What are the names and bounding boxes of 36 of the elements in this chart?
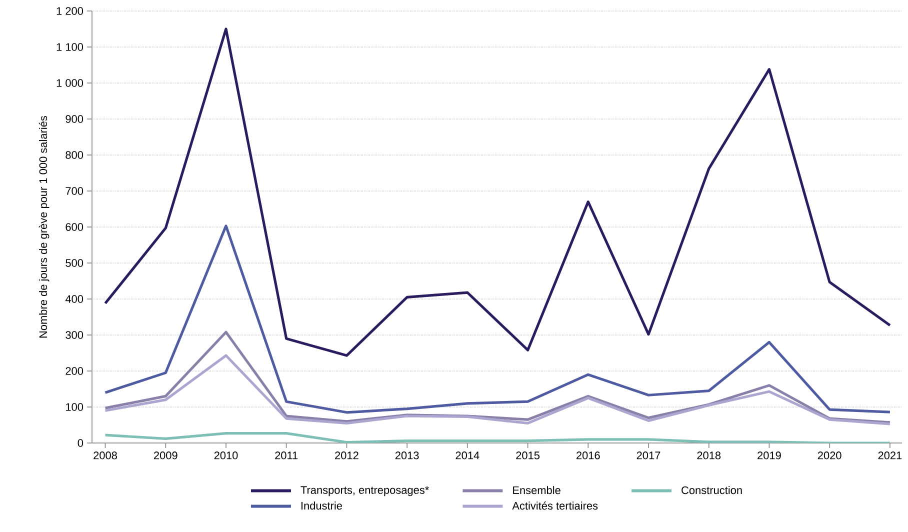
x-tick-label: 2011 [275,452,298,460]
line-series [104,224,892,414]
x-tick-label: 2017 [636,452,660,460]
x-tick-label: 2012 [335,452,358,460]
x-tick-label: 2021 [878,452,902,460]
legend-label: Ensemble [513,486,560,494]
x-tick-label: 2009 [154,452,178,460]
y-axis-title: Nombre de jours de grève pour 1 000 salariés [38,116,50,338]
y-tick-label: 400 [65,295,84,303]
y-tick-label: 500 [66,259,84,267]
y-tick-label: 700 [66,187,84,195]
legend-label: Industrie [301,502,342,510]
x-tick-label: 2008 [94,452,117,460]
y-tick-label: 300 [66,331,84,339]
line-series [104,354,892,426]
x-tick-label: 2018 [697,452,721,460]
legend-label: Activités tertiaires [512,501,598,510]
y-tick-label: 900 [66,115,84,123]
y-tick-label: 1 100 [56,43,84,51]
x-tick-label: 2014 [456,452,480,460]
x-tick-label: 2010 [214,452,238,460]
x-tick-label: 2019 [758,452,781,460]
y-tick-label: 0 [78,439,84,447]
y-tick-label: 200 [66,367,84,375]
legend-label: Construction [682,486,742,494]
y-tick-label: 1 000 [56,79,84,87]
legend-label: Transports, entreposages* [300,486,429,496]
y-tick-label: 800 [66,151,84,159]
y-tick-label: 100 [66,403,84,411]
x-tick-label: 2013 [395,452,419,460]
x-tick-label: 2015 [516,452,540,460]
x-tick-label: 2016 [576,452,600,460]
y-tick-label: 1 200 [56,7,84,15]
line-series [104,28,892,357]
x-tick-label: 2020 [818,452,842,460]
y-tick-label: 600 [66,223,84,231]
